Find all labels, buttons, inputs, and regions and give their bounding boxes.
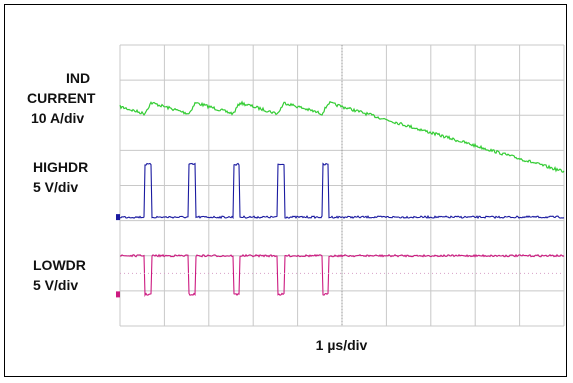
lowdr-trace (119, 253, 565, 297)
lowdr-label-line-1: LOWDR (33, 257, 86, 273)
lowdr-label-line-2: 5 V/div (33, 277, 79, 293)
highdr-label-line-1: HIGHDR (33, 159, 89, 175)
highdr-label-line-2: 5 V/div (33, 179, 79, 195)
x-axis-label: 1 µs/div (315, 337, 368, 353)
lowdr-ground-marker (116, 291, 120, 298)
channel-label-highdr: HIGHDR 5 V/div (33, 157, 88, 197)
ind-label-line-1: IND (65, 70, 91, 86)
ind-current-trace (119, 100, 565, 173)
channel-label-ind-current: IND CURRENT 10 A/div (27, 68, 113, 128)
highdr-ground-marker (116, 214, 120, 221)
ind-label-line-2: CURRENT (27, 90, 96, 106)
channel-label-lowdr: LOWDR 5 V/div (33, 255, 86, 295)
highdr-trace (119, 162, 565, 220)
figure-frame (4, 4, 567, 377)
ind-label-line-3: 10 A/div (31, 110, 85, 126)
